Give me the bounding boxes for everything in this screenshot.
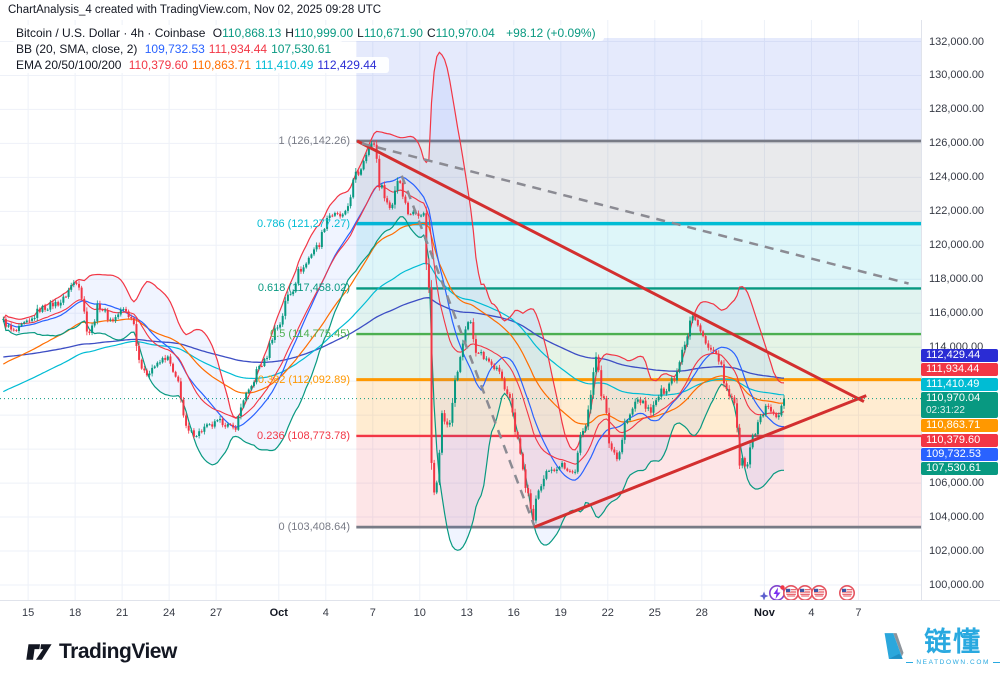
bb-label: BB (20, SMA, close, 2): [16, 42, 138, 56]
time-tick-19: 19: [554, 607, 567, 619]
time-tick-18: 18: [68, 607, 82, 619]
price-tick: 116,000.00: [929, 307, 984, 320]
brand-logo-mark: [884, 633, 904, 659]
time-tick-Nov: Nov: [754, 607, 775, 619]
ema-label: EMA 20/50/100/200: [16, 58, 122, 72]
gridlines: [0, 20, 921, 600]
fib-label-0.5: 0.5 (114,775.45): [270, 328, 350, 341]
price-tick: 104,000.00: [929, 511, 985, 524]
time-axis-separator: [0, 600, 1000, 601]
us-flag-icon[interactable]: [838, 584, 855, 601]
time-tick-27: 27: [209, 607, 223, 619]
watermark-title: ChartAnalysis_4 created with TradingView…: [8, 4, 382, 16]
ema20-badge: 110,379.60: [921, 433, 998, 447]
bb-upper-badge: 111,934.44: [921, 363, 998, 377]
price-tick: 102,000.00: [929, 545, 985, 558]
price-tick: 130,000.00: [929, 69, 985, 82]
footer-bar: TradingView 链懂 NEATDOWN.COM: [0, 627, 1000, 678]
time-tick-28: 28: [695, 607, 708, 619]
ema100-badge: 111,410.49: [921, 377, 998, 391]
flash-icon[interactable]: [768, 584, 785, 601]
price-tick: 126,000.00: [929, 137, 985, 150]
price-tick: 120,000.00: [929, 239, 985, 252]
ema50-badge: 110,863.71: [921, 419, 998, 433]
tradingview-logo: TradingView: [26, 640, 177, 664]
price-tick: 132,000.00: [929, 35, 985, 48]
time-tick-7: 7: [369, 607, 376, 619]
legend-ema-row[interactable]: EMA 20/50/100/200 110,379.60 110,863.71 11…: [12, 57, 608, 73]
candlesticks: [2, 140, 786, 524]
us-flag-icon[interactable]: [810, 584, 827, 601]
fib-label-0.786: 0.786 (121,277.27): [257, 217, 350, 230]
time-tick-25: 25: [648, 607, 661, 619]
symbol-title[interactable]: Bitcoin / U.S. Dollar · 4h · Coinbase: [16, 26, 206, 40]
price-change: +98.12 (+0.09%): [506, 26, 596, 40]
last-price-badge: 110,970.04 02:31:22: [921, 391, 998, 418]
brand-name: 链懂: [924, 626, 983, 657]
legend-bb-row[interactable]: BB (20, SMA, close, 2) 109,732.53 111,934…: [12, 41, 608, 57]
price-tick: 128,000.00: [929, 103, 985, 116]
sparkle-icon: [759, 591, 769, 601]
time-tick-22: 22: [601, 607, 614, 619]
tradingview-logo-text: TradingView: [59, 640, 177, 663]
brand-logo: 链懂 NEATDOWN.COM: [882, 614, 1000, 678]
price-tick: 124,000.00: [929, 171, 985, 184]
ema200-badge: 112,429.44: [921, 349, 998, 362]
chart-legend: Bitcoin / U.S. Dollar · 4h · Coinbase O1…: [12, 25, 608, 74]
time-tick-10: 10: [413, 607, 426, 619]
time-tick-Oct: Oct: [269, 607, 288, 619]
brand-domain: NEATDOWN.COM: [906, 659, 1000, 666]
time-tick-16: 16: [507, 607, 520, 619]
fib-label-0.382: 0.382 (112,092.89): [257, 373, 350, 386]
legend-symbol-row[interactable]: Bitcoin / U.S. Dollar · 4h · Coinbase O1…: [12, 25, 608, 41]
time-tick-7: 7: [855, 607, 862, 619]
time-tick-13: 13: [460, 607, 473, 619]
price-axis-separator: [921, 20, 922, 600]
descending-resistance: [356, 139, 865, 403]
time-tick-15: 15: [21, 607, 35, 619]
plot-area: [2, 51, 786, 551]
time-tick-21: 21: [115, 607, 129, 619]
event-icons[interactable]: [759, 584, 855, 601]
long-dashed-trendline: [361, 142, 909, 285]
fib-label-0.236: 0.236 (108,773.78): [257, 429, 350, 442]
ascending-support: [533, 394, 867, 529]
steep-dashed-trendline: [400, 175, 536, 526]
fib-label-0: 0 (103,408.64): [278, 521, 350, 534]
fib-label-1: 1 (126,142.26): [278, 134, 350, 147]
time-tick-24: 24: [162, 607, 176, 619]
ohlc-values: O110,868.13 H110,999.00 L110,671.90 C110,97…: [212, 26, 495, 40]
bb-basis-badge: 109,732.53: [921, 447, 998, 461]
ema-values: 110,379.60 110,863.71 111,410.49 112,429.44: [128, 58, 377, 72]
us-flag-icon[interactable]: [782, 584, 799, 601]
bb-values: 109,732.53 111,934.44 107,530.61: [144, 42, 332, 56]
tradingview-logo-icon: [26, 644, 52, 660]
time-tick-4: 4: [808, 607, 815, 619]
bb-lower-badge: 107,530.61: [921, 462, 998, 476]
us-flag-icon[interactable]: [796, 584, 813, 601]
price-tick: 122,000.00: [929, 205, 985, 218]
trendlines[interactable]: [356, 139, 909, 529]
price-tick: 106,000.00: [929, 477, 985, 490]
fib-bands: [356, 38, 921, 528]
price-tick: 118,000.00: [929, 273, 984, 286]
fib-label-0.618: 0.618 (117,458.02): [257, 282, 350, 295]
time-tick-4: 4: [322, 607, 329, 619]
price-tick: 100,000.00: [929, 578, 985, 591]
